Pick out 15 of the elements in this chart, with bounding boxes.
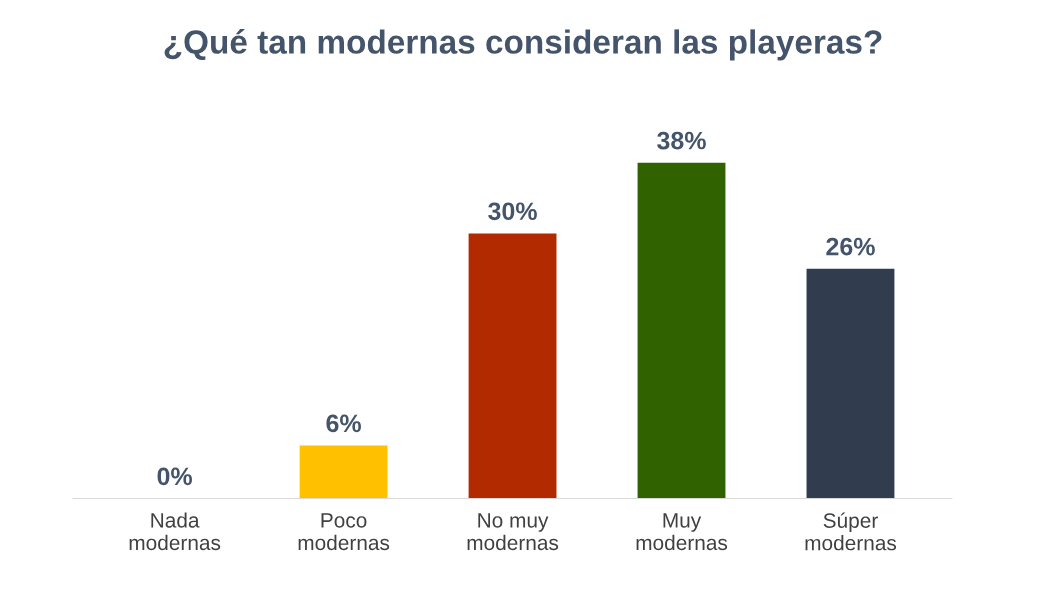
bar bbox=[299, 445, 388, 499]
data-label: 26% bbox=[826, 237, 875, 256]
x-tick-label: Poco modernas bbox=[298, 513, 390, 551]
x-tick-label: No muy modernas bbox=[467, 513, 559, 551]
x-tick-label: Súper modernas bbox=[805, 512, 897, 551]
chart-title: ¿Qué tan modernas consideran las playeras? bbox=[164, 29, 882, 61]
bar bbox=[637, 162, 726, 499]
x-tick-label: Nada modernas bbox=[129, 512, 221, 551]
data-label: 38% bbox=[657, 131, 706, 150]
data-label: 0% bbox=[157, 467, 193, 486]
data-label: 6% bbox=[326, 414, 361, 433]
x-tick-label: Muy modernas bbox=[636, 513, 728, 551]
data-label: 30% bbox=[488, 202, 537, 221]
bar bbox=[468, 233, 557, 499]
bar bbox=[806, 268, 895, 499]
